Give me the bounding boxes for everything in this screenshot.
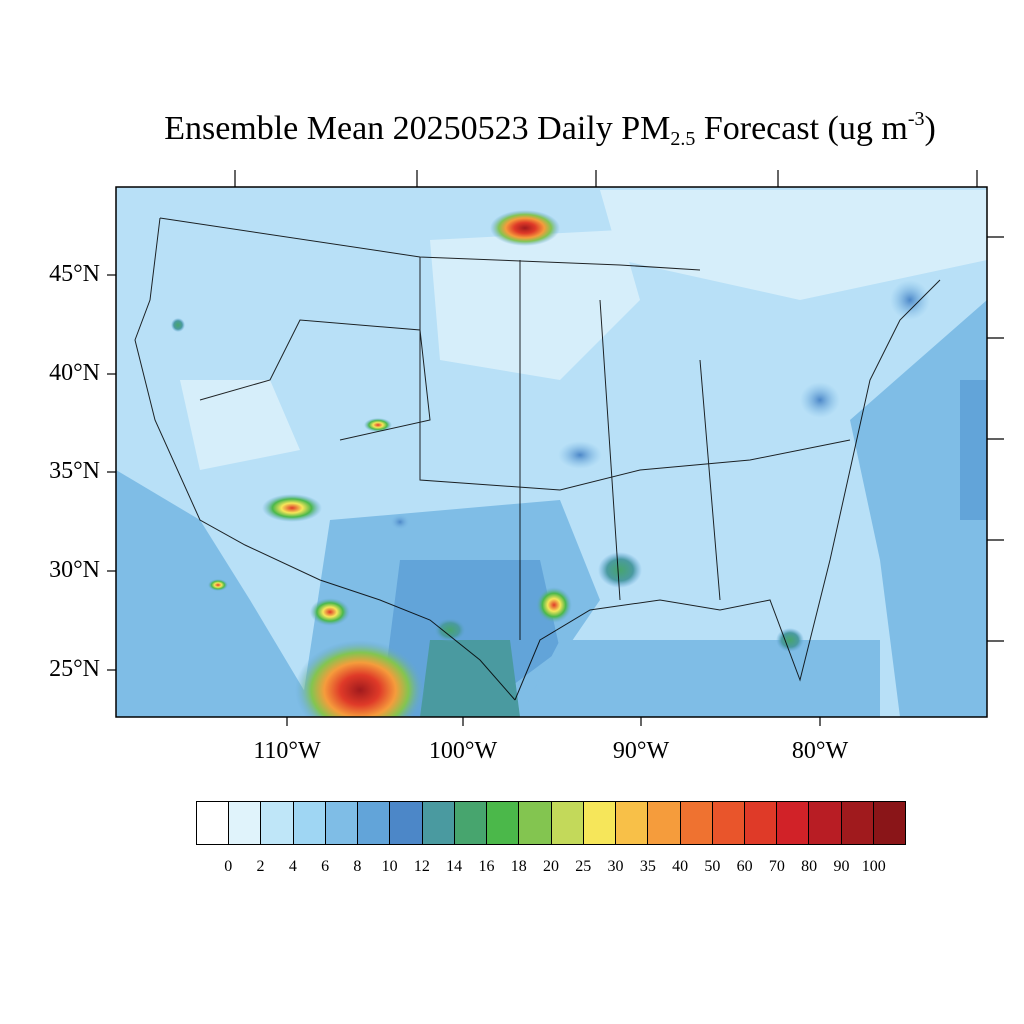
hotspot-houston: [536, 587, 572, 623]
colorbar-label: 60: [736, 858, 753, 875]
title-suffix: ): [924, 110, 936, 147]
colorbar-cell: [390, 802, 423, 844]
colorbar-cell: [712, 802, 745, 844]
green-spot-rio: [434, 618, 466, 642]
colorbar-label: 40: [672, 858, 689, 875]
state-lines-meridional: [519, 260, 721, 640]
gulf-east-coast: [514, 279, 941, 701]
colorbar-cell: [873, 802, 906, 844]
colorbar-label: 20: [543, 858, 559, 875]
title-middle: Forecast (ug m: [695, 110, 908, 147]
pale-region-nevada: [180, 380, 300, 470]
colorbar-label: 30: [607, 858, 624, 875]
lon-label-90: 90°W: [612, 738, 670, 764]
colorbar-cell: [551, 802, 584, 844]
colorbar-label: 6: [321, 858, 330, 875]
colorbar-label: 12: [413, 858, 430, 875]
blue-spot-nm: [390, 514, 410, 530]
tick-marks: [107, 170, 1004, 726]
state-lines-central: [419, 257, 851, 491]
hotspot-baja: [208, 579, 228, 591]
lon-label-110: 110°W: [253, 738, 321, 764]
green-spot-florida: [776, 628, 804, 652]
colorbar-label: 0: [224, 858, 233, 875]
colorbar-label: 14: [446, 858, 463, 875]
pale-region-north: [430, 230, 640, 380]
colorbar-label: 35: [639, 858, 656, 875]
lat-label-45: 45°N: [49, 261, 100, 287]
lon-label-100: 100°W: [428, 738, 498, 764]
colorbar-label: 4: [288, 858, 297, 875]
colorbar-cell: [293, 802, 326, 844]
title-prefix: Ensemble Mean 20250523 Daily PM: [164, 110, 671, 147]
colorbar-cell: [744, 802, 778, 844]
title-subscript: 2.5: [670, 128, 696, 150]
map-field: [116, 187, 987, 717]
colorbar-cell: [325, 802, 359, 844]
colorbar-cell: [680, 802, 713, 844]
colorbar-cell: [261, 802, 294, 844]
colorbar-cell: [229, 802, 262, 844]
atlantic-dark: [960, 380, 987, 520]
colorbar-cell: [809, 802, 842, 844]
colorbar-label: 80: [801, 858, 818, 875]
blue-spot-midatlantic: [800, 382, 840, 418]
hotspot-arizona: [262, 494, 322, 522]
lat-label-30: 30°N: [49, 557, 100, 583]
colorbar: [196, 801, 906, 845]
blue-spot-arkansas: [558, 441, 602, 469]
colorbar-cell: [519, 802, 552, 844]
colorbar-cell: [487, 802, 520, 844]
colorbar-cell: [648, 802, 681, 844]
lat-label-35: 35°N: [49, 458, 100, 484]
title-superscript: -3: [907, 108, 925, 130]
hotspot-colorado: [364, 418, 392, 432]
gulf-region: [520, 640, 880, 717]
map-title: Ensemble Mean 20250523 Daily PM2.5 Forec…: [0, 108, 1024, 151]
colorbar-label: 16: [478, 858, 495, 875]
colorbar-cell: [197, 802, 230, 844]
texas-dark: [380, 560, 560, 717]
colorbar-cell: [422, 802, 455, 844]
colorbar-label: 2: [256, 858, 265, 875]
colorbar-cell: [841, 802, 874, 844]
map-frame: [115, 186, 988, 718]
colorbar-label: 50: [704, 858, 721, 875]
green-spot-louisiana: [598, 552, 642, 588]
west-coast-and-border: [134, 217, 516, 701]
colorbar-label: 10: [381, 858, 398, 875]
colorbar-label: 70: [768, 858, 785, 875]
colorbar-cell: [358, 802, 391, 844]
colorbar-label: 90: [833, 858, 850, 875]
colorbar-cell: [583, 802, 617, 844]
hotspot-mexico: [295, 640, 425, 717]
colorbar-cell: [616, 802, 649, 844]
gulf-teal: [420, 640, 520, 717]
lat-label-25: 25°N: [49, 656, 100, 682]
lat-label-40: 40°N: [49, 360, 100, 386]
colorbar-label: 8: [353, 858, 362, 875]
blue-spot-newengland: [890, 280, 930, 320]
boundaries: [134, 217, 941, 701]
atlantic-region: [850, 300, 987, 717]
colorbar-cell: [454, 802, 488, 844]
green-spot-oregon: [171, 318, 185, 332]
pacific-region: [116, 470, 320, 717]
hotspot-chihuahua: [310, 598, 350, 626]
state-lines-west: [199, 319, 431, 441]
colorbar-label: 18: [510, 858, 527, 875]
pale-region-canada: [600, 190, 987, 300]
hotspot-manitoba: [490, 210, 560, 246]
lon-label-80: 80°W: [791, 738, 849, 764]
colorbar-label: 100: [861, 858, 886, 875]
colorbar-cell: [777, 802, 810, 844]
colorbar-label: 25: [575, 858, 592, 875]
